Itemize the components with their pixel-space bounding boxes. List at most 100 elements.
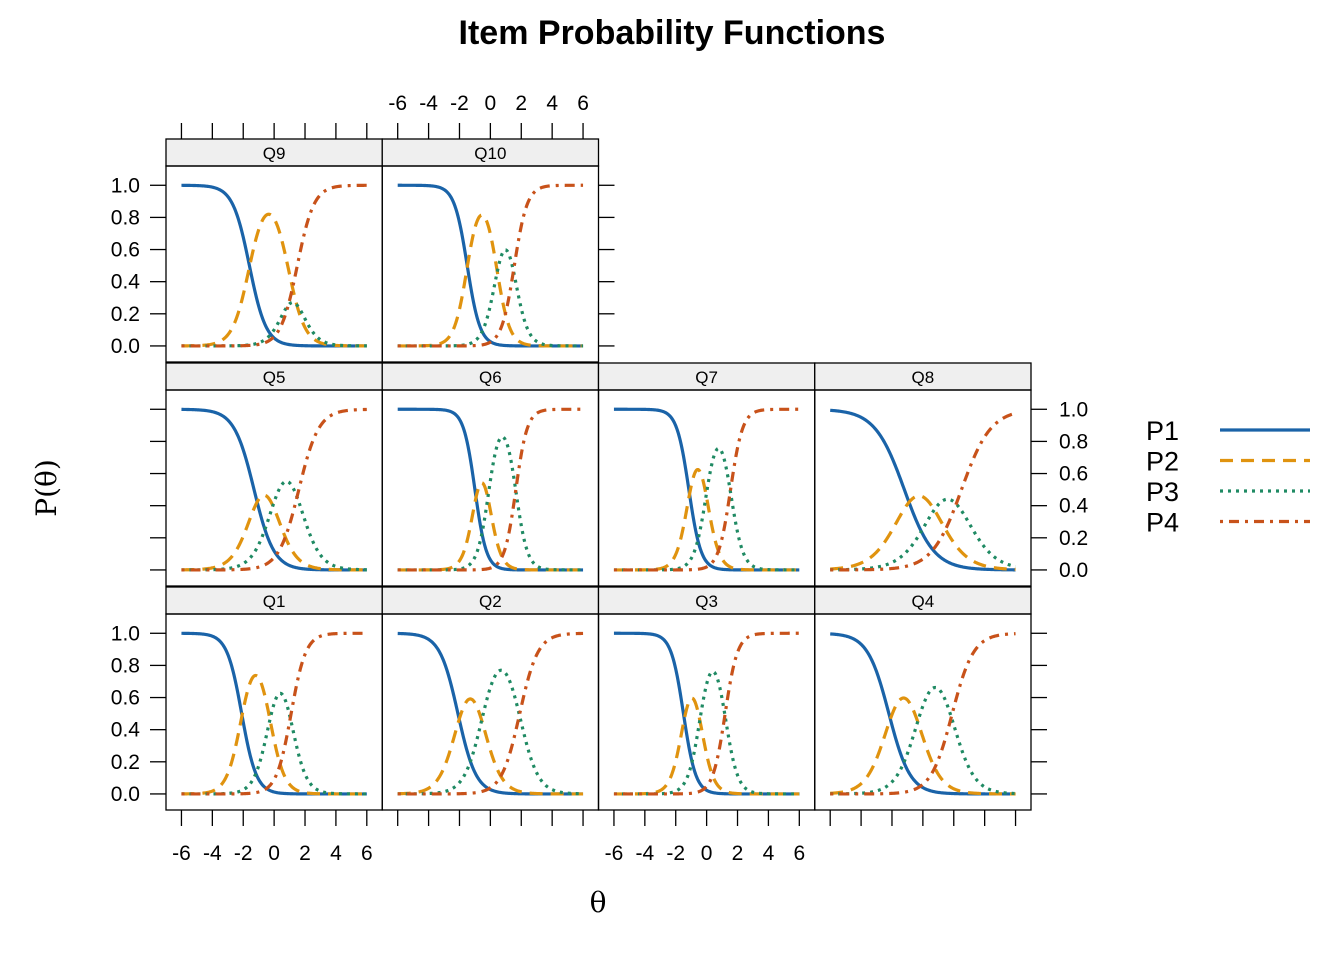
y-tick-label: 0.2 bbox=[111, 303, 140, 326]
panel-q3: Q3 bbox=[597, 586, 816, 811]
panel-q10: Q10 bbox=[381, 138, 600, 363]
series-p4-line bbox=[181, 631, 367, 796]
series-p4-line bbox=[181, 183, 367, 348]
panel-q5: Q5 bbox=[165, 362, 383, 587]
x-tick-label: 4 bbox=[763, 842, 775, 865]
y-tick-label: 0.4 bbox=[111, 719, 141, 742]
panel-q7: Q7 bbox=[597, 362, 816, 587]
legend-label: P3 bbox=[1146, 477, 1179, 507]
panel-frame bbox=[381, 613, 600, 811]
y-tick-label: 0.6 bbox=[111, 687, 140, 710]
series-p4-line bbox=[397, 183, 584, 348]
series-p1-line bbox=[397, 631, 584, 796]
y-tick-label: 1.0 bbox=[111, 174, 140, 197]
x-tick-label: -4 bbox=[419, 92, 438, 115]
y-tick-label: 0.0 bbox=[111, 335, 140, 358]
panel-strip-label: Q7 bbox=[695, 368, 718, 387]
panel-q6: Q6 bbox=[381, 362, 600, 587]
legend-item-p3: P3 bbox=[1146, 477, 1310, 507]
series-p2-line bbox=[613, 467, 800, 572]
panel-q9: Q9 bbox=[165, 138, 383, 363]
legend-label: P4 bbox=[1146, 508, 1179, 538]
x-tick-label: 6 bbox=[361, 842, 373, 865]
series-p3-line bbox=[181, 691, 367, 796]
y-tick-label: 0.0 bbox=[111, 783, 140, 806]
x-tick-label: 2 bbox=[732, 842, 744, 865]
panel-q8: Q8 bbox=[814, 362, 1032, 587]
panel-strip bbox=[381, 362, 600, 391]
series-p1-line bbox=[397, 183, 584, 348]
panel-frame bbox=[165, 613, 383, 811]
panel-frame bbox=[814, 613, 1032, 811]
x-tick-label: -6 bbox=[172, 842, 191, 865]
series-p4-line bbox=[830, 632, 1016, 796]
series-p3-line bbox=[613, 669, 800, 796]
y-tick-label: 1.0 bbox=[111, 622, 140, 645]
y-tick-label: 0.6 bbox=[1059, 463, 1088, 486]
series-p4-line bbox=[397, 631, 584, 796]
series-p2-line bbox=[830, 494, 1016, 572]
panel-strip-label: Q5 bbox=[263, 368, 286, 387]
legend-label: P1 bbox=[1146, 416, 1179, 446]
series-p2-line bbox=[181, 212, 367, 348]
series-p1-line bbox=[830, 632, 1016, 796]
panel-strip bbox=[381, 586, 600, 615]
x-tick-label: 0 bbox=[268, 842, 280, 865]
panel-strip bbox=[165, 586, 383, 615]
x-tick-label: -2 bbox=[666, 842, 685, 865]
y-tick-label: 1.0 bbox=[1059, 398, 1088, 421]
x-tick-label: 0 bbox=[701, 842, 713, 865]
series-p1-line bbox=[830, 408, 1016, 572]
x-tick-label: 0 bbox=[485, 92, 497, 115]
series-p2-line bbox=[613, 696, 800, 796]
x-tick-label: 4 bbox=[546, 92, 558, 115]
x-tick-label: 2 bbox=[515, 92, 527, 115]
panel-strip-label: Q1 bbox=[263, 592, 286, 611]
legend-item-p4: P4 bbox=[1146, 508, 1310, 538]
series-p2-line bbox=[397, 481, 584, 572]
panel-q4: Q4 bbox=[814, 586, 1032, 811]
series-p2-line bbox=[397, 213, 584, 348]
panel-q1: Q1 bbox=[165, 586, 383, 811]
series-p1-line bbox=[181, 407, 367, 572]
series-p3-line bbox=[397, 248, 584, 348]
series-p3-line bbox=[613, 446, 800, 572]
series-p2-line bbox=[181, 493, 367, 572]
x-tick-label: -4 bbox=[203, 842, 222, 865]
panel-frame bbox=[597, 613, 816, 811]
panel-grid: Q1 Q2 Q3 Q4 Q5 Q6 Q7 Q8 Q9 Q10 bbox=[165, 138, 1032, 811]
chart-title: Item Probability Functions bbox=[459, 14, 886, 52]
y-tick-label: 0.8 bbox=[111, 654, 140, 677]
legend-item-p1: P1 bbox=[1146, 416, 1310, 446]
panel-strip-label: Q9 bbox=[263, 144, 286, 163]
series-p3-line bbox=[397, 435, 584, 572]
series-p4-line bbox=[397, 407, 584, 572]
x-tick-label: -4 bbox=[635, 842, 654, 865]
panel-strip bbox=[814, 362, 1032, 391]
series-p1-line bbox=[181, 183, 367, 348]
x-tick-label: 6 bbox=[577, 92, 589, 115]
y-tick-label: 0.6 bbox=[111, 239, 140, 262]
legend-item-p2: P2 bbox=[1146, 447, 1310, 477]
series-p4-line bbox=[613, 631, 800, 796]
panel-strip-label: Q4 bbox=[912, 592, 935, 611]
x-axis-title: θ bbox=[590, 886, 607, 919]
series-p4-line bbox=[181, 407, 367, 572]
y-axis-title: P(θ) bbox=[30, 459, 63, 517]
series-p3-line bbox=[181, 479, 367, 572]
panel-frame bbox=[165, 389, 383, 587]
y-tick-label: 0.4 bbox=[111, 271, 141, 294]
series-p2-line bbox=[830, 696, 1016, 796]
x-tick-label: 6 bbox=[793, 842, 805, 865]
panel-q2: Q2 bbox=[381, 586, 600, 811]
panel-strip-label: Q8 bbox=[912, 368, 935, 387]
panel-strip-label: Q2 bbox=[479, 592, 502, 611]
series-p3-line bbox=[830, 497, 1016, 572]
series-p2-line bbox=[181, 673, 367, 796]
y-tick-label: 0.8 bbox=[1059, 430, 1088, 453]
panel-frame bbox=[165, 165, 383, 363]
series-p2-line bbox=[397, 697, 584, 796]
series-p3-line bbox=[397, 668, 584, 796]
